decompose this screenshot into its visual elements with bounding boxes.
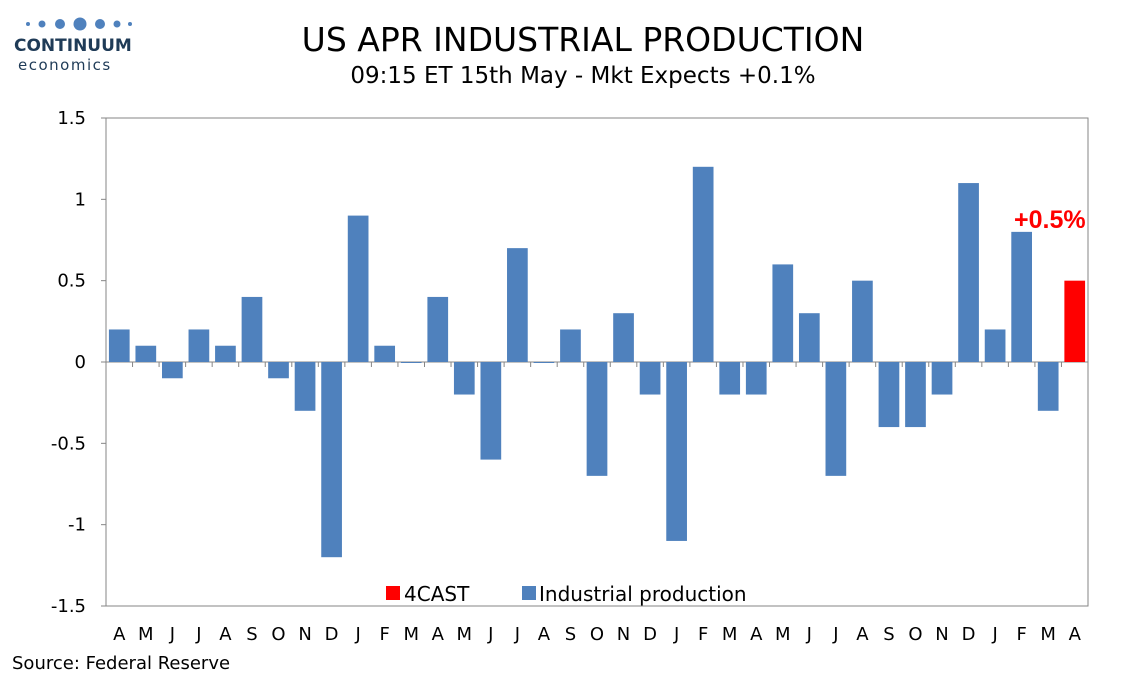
x-tick-label: J: [991, 624, 997, 645]
bar: [294, 362, 316, 411]
x-tick-label: A: [1069, 624, 1082, 645]
legend-label-industrial-production: Industrial production: [539, 582, 747, 606]
x-tick-label: S: [565, 624, 576, 645]
legend: 4CAST Industrial production: [386, 582, 747, 606]
legend-label-4cast: 4CAST: [404, 582, 470, 606]
x-tick-label: A: [750, 624, 763, 645]
x-tick-label: N: [617, 624, 630, 645]
y-tick-label: 1: [75, 189, 86, 210]
bar: [692, 166, 714, 362]
bar: [480, 362, 502, 460]
x-tick-label: M: [722, 624, 738, 645]
x-tick-label: F: [379, 624, 389, 645]
bar: [507, 248, 528, 362]
bar: [984, 329, 1006, 362]
bar: [135, 345, 157, 362]
x-tick-label: M: [457, 624, 473, 645]
bar: [666, 362, 687, 541]
x-tick-label: M: [775, 624, 791, 645]
x-tick-label: M: [1040, 624, 1056, 645]
bar: [798, 313, 820, 362]
x-tick-label: S: [883, 624, 894, 645]
bar: [453, 362, 475, 395]
forecast-bar: [1064, 280, 1086, 362]
bar: [772, 264, 794, 362]
x-tick-label: M: [138, 624, 154, 645]
continuum-logo: CONTINUUM economics: [12, 14, 142, 76]
logo-wordmark: CONTINUUM: [14, 36, 132, 56]
x-tick-label: S: [246, 624, 257, 645]
x-tick-label: J: [514, 624, 520, 645]
bar: [268, 362, 289, 379]
bar: [958, 183, 979, 362]
y-tick-label: -1.5: [51, 596, 86, 617]
x-tick-label: N: [935, 624, 948, 645]
x-tick-label: F: [1016, 624, 1026, 645]
bar: [162, 362, 183, 379]
bar: [374, 345, 396, 362]
logo-subtext: economics: [18, 56, 112, 74]
forecast-annotation: +0.5%: [1014, 206, 1086, 234]
legend-swatch-industrial-production: [522, 586, 536, 600]
x-tick-label: O: [590, 624, 604, 645]
x-tick-label: A: [856, 624, 869, 645]
x-tick-label: A: [538, 624, 551, 645]
bar: [719, 362, 741, 395]
logo-dots-icon: [26, 17, 132, 31]
x-tick-label: O: [908, 624, 922, 645]
x-tick-label: J: [832, 624, 838, 645]
y-tick-label: 0.5: [57, 271, 86, 292]
bar: [347, 215, 369, 362]
bar: [825, 362, 847, 476]
x-tick-label: J: [673, 624, 679, 645]
x-tick-label: J: [487, 624, 493, 645]
x-tick-label: N: [298, 624, 311, 645]
bar: [931, 362, 953, 395]
bars: [108, 166, 1086, 558]
bar: [586, 362, 608, 476]
legend-swatch-4cast: [386, 586, 400, 600]
bar: [400, 362, 422, 363]
x-tick-label: J: [806, 624, 812, 645]
bar: [241, 296, 263, 362]
bar: [1037, 362, 1059, 411]
x-tick-label: D: [962, 624, 976, 645]
bar: [560, 329, 581, 362]
bar: [878, 362, 900, 428]
bar: [852, 280, 873, 362]
bar: [745, 362, 767, 395]
y-tick-label: 1.5: [57, 108, 86, 129]
bar: [427, 296, 449, 362]
x-tick-label: A: [113, 624, 126, 645]
bar: [188, 329, 210, 362]
bar: [613, 313, 634, 362]
x-tick-label: A: [219, 624, 232, 645]
source-note: Source: Federal Reserve: [12, 653, 231, 674]
x-tick-label: M: [403, 624, 419, 645]
bar: [533, 362, 555, 363]
bar: [321, 362, 342, 558]
y-tick-label: -0.5: [51, 433, 86, 454]
x-tick-label: A: [432, 624, 445, 645]
bar: [1011, 231, 1032, 362]
bar: [108, 329, 130, 362]
x-tick-label: J: [354, 624, 360, 645]
bar: [215, 345, 236, 362]
bar: [639, 362, 661, 395]
x-tick-label: F: [698, 624, 708, 645]
x-tick-label: O: [271, 624, 285, 645]
x-tick-label: J: [195, 624, 201, 645]
y-tick-label: 0: [75, 352, 86, 373]
y-tick-label: -1: [68, 515, 86, 536]
x-tick-label: D: [325, 624, 339, 645]
x-tick-label: J: [169, 624, 175, 645]
chart-subtitle: 09:15 ET 15th May - Mkt Expects +0.1%: [350, 63, 816, 89]
y-axis-ticks: 1.5 1 0.5 0 -0.5 -1 -1.5: [51, 108, 106, 617]
bar: [905, 362, 926, 428]
x-tick-label: D: [643, 624, 657, 645]
chart-title: US APR INDUSTRIAL PRODUCTION: [301, 20, 865, 59]
